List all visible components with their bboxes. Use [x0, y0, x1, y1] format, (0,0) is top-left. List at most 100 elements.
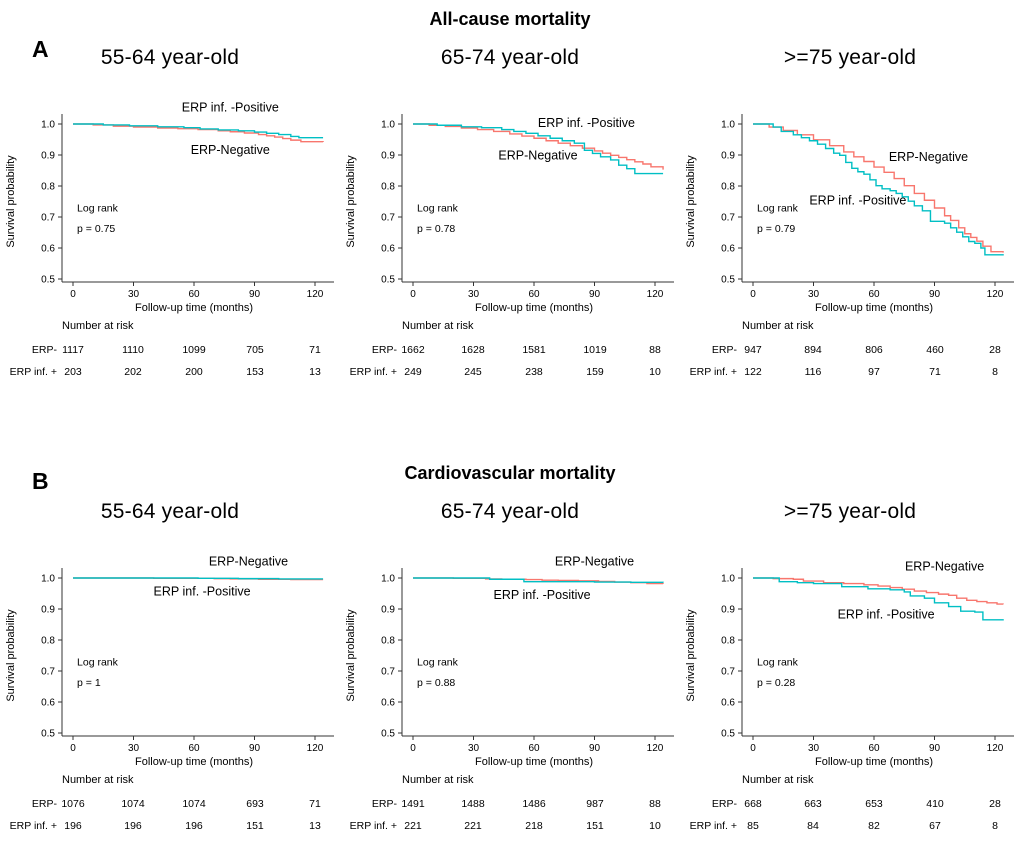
svg-text:30: 30: [468, 289, 480, 300]
risk-value: 947: [744, 344, 762, 356]
risk-value: 1076: [61, 798, 85, 810]
risk-value: 249: [404, 366, 422, 378]
svg-text:p = 0.78: p = 0.78: [417, 223, 455, 235]
svg-text:60: 60: [188, 743, 200, 754]
svg-text:90: 90: [589, 289, 601, 300]
risk-value: 88: [649, 798, 661, 810]
svg-text:Log rank: Log rank: [417, 656, 459, 668]
svg-text:0.6: 0.6: [41, 244, 55, 255]
risk-value: 85: [747, 820, 759, 832]
panels-row-a: 55-64 year-old 0.5 0.6 0.7 0.8 0.9 1.0 0 30 60 90…: [0, 38, 1020, 388]
svg-text:0.8: 0.8: [41, 636, 55, 647]
risk-value: 153: [246, 366, 264, 378]
svg-text:ERP-Negative: ERP-Negative: [498, 149, 577, 163]
risk-value: 245: [464, 366, 482, 378]
risk-value: 88: [649, 344, 661, 356]
risk-value: 71: [929, 366, 941, 378]
risk-row-positive: ERP inf. + 221 221 218 151 10: [340, 820, 680, 834]
risk-value: 196: [185, 820, 203, 832]
risk-row-positive: ERP inf. + 122 116 97 71 8: [680, 366, 1020, 380]
svg-text:90: 90: [589, 743, 601, 754]
svg-text:120: 120: [307, 743, 324, 754]
svg-text:ERP inf. -Positive: ERP inf. -Positive: [182, 101, 279, 115]
svg-text:ERP-Negative: ERP-Negative: [191, 143, 270, 157]
svg-text:Follow-up time (months): Follow-up time (months): [815, 756, 933, 768]
risk-value: 10: [649, 820, 661, 832]
risk-row-negative: ERP- 1117 1110 1099 705 71: [0, 344, 340, 358]
risk-value: 82: [868, 820, 880, 832]
risk-row-negative: ERP- 1491 1488 1486 987 88: [340, 798, 680, 812]
risk-value: 1486: [522, 798, 546, 810]
risk-value: 1074: [182, 798, 206, 810]
risk-table: Number at risk ERP- 1662 1628 1581 1019 …: [340, 316, 680, 388]
risk-value: 1074: [121, 798, 145, 810]
svg-text:0.6: 0.6: [721, 244, 735, 255]
svg-text:Survival probability: Survival probability: [685, 609, 697, 702]
risk-value: 13: [309, 366, 321, 378]
svg-text:0.8: 0.8: [721, 636, 735, 647]
svg-text:0.8: 0.8: [41, 182, 55, 193]
risk-value: 987: [586, 798, 604, 810]
risk-value: 894: [804, 344, 822, 356]
risk-value: 97: [868, 366, 880, 378]
svg-text:Log rank: Log rank: [417, 202, 459, 214]
risk-value: 151: [246, 820, 264, 832]
risk-row-negative: ERP- 947 894 806 460 28: [680, 344, 1020, 358]
risk-table-title: Number at risk: [402, 320, 474, 332]
risk-row-label: ERP inf. +: [349, 820, 397, 832]
svg-text:0.5: 0.5: [41, 275, 55, 286]
svg-text:30: 30: [128, 289, 140, 300]
risk-value: 1491: [401, 798, 425, 810]
panel-title: 55-64 year-old: [100, 46, 240, 69]
risk-value: 196: [124, 820, 142, 832]
section-title-cardiovascular: Cardiovascular mortality: [404, 463, 616, 483]
svg-text:ERP inf. -Positive: ERP inf. -Positive: [809, 194, 906, 208]
svg-text:Log rank: Log rank: [77, 202, 119, 214]
risk-value: 1581: [522, 344, 546, 356]
risk-value: 67: [929, 820, 941, 832]
risk-value: 196: [64, 820, 82, 832]
risk-value: 159: [586, 366, 604, 378]
risk-value: 1019: [583, 344, 607, 356]
svg-text:0.7: 0.7: [721, 667, 735, 678]
panel-title: >=75 year-old: [783, 500, 917, 523]
svg-text:0: 0: [750, 289, 756, 300]
risk-value: 668: [744, 798, 762, 810]
risk-table-title: Number at risk: [742, 774, 814, 786]
risk-table: Number at risk ERP- 1076 1074 1074 693 7…: [0, 770, 340, 842]
svg-text:60: 60: [868, 743, 880, 754]
risk-row-label: ERP-: [31, 344, 57, 356]
km-panel-b-65-74: 65-74 year-old 0.5 0.6 0.7 0.8 0.9 1.0 0 30 60 90…: [340, 492, 680, 842]
risk-value: 8: [992, 820, 998, 832]
svg-text:p = 0.75: p = 0.75: [77, 223, 115, 235]
svg-text:p = 1: p = 1: [77, 677, 101, 689]
svg-text:Follow-up time (months): Follow-up time (months): [135, 756, 253, 768]
svg-text:0.5: 0.5: [381, 729, 395, 740]
risk-row-label: ERP-: [371, 798, 397, 810]
svg-text:30: 30: [808, 743, 820, 754]
svg-text:Follow-up time (months): Follow-up time (months): [475, 756, 593, 768]
section-cardiovascular: B Cardiovascular mortality 55-64 year-ol…: [0, 460, 1020, 842]
svg-text:60: 60: [528, 743, 540, 754]
km-panel-b-55-64: 55-64 year-old 0.5 0.6 0.7 0.8 0.9 1.0 0 30 60 90…: [0, 492, 340, 842]
risk-value: 1099: [182, 344, 206, 356]
svg-text:120: 120: [307, 289, 324, 300]
section-label-b: B: [32, 468, 49, 494]
risk-value: 71: [309, 344, 321, 356]
svg-text:0.9: 0.9: [381, 605, 395, 616]
svg-text:Survival probability: Survival probability: [5, 155, 17, 248]
svg-text:1.0: 1.0: [721, 120, 735, 131]
section-title-all-cause: All-cause mortality: [429, 9, 591, 29]
risk-table: Number at risk ERP- 1117 1110 1099 705 7…: [0, 316, 340, 388]
svg-text:0.7: 0.7: [41, 213, 55, 224]
svg-text:0.6: 0.6: [721, 698, 735, 709]
risk-table-title: Number at risk: [62, 774, 134, 786]
svg-text:0.6: 0.6: [381, 244, 395, 255]
svg-text:0.5: 0.5: [721, 275, 735, 286]
risk-value: 1488: [461, 798, 485, 810]
svg-text:Survival probability: Survival probability: [345, 609, 357, 702]
svg-text:30: 30: [128, 743, 140, 754]
svg-text:60: 60: [528, 289, 540, 300]
svg-text:Follow-up time (months): Follow-up time (months): [815, 302, 933, 314]
svg-text:Log rank: Log rank: [757, 656, 799, 668]
